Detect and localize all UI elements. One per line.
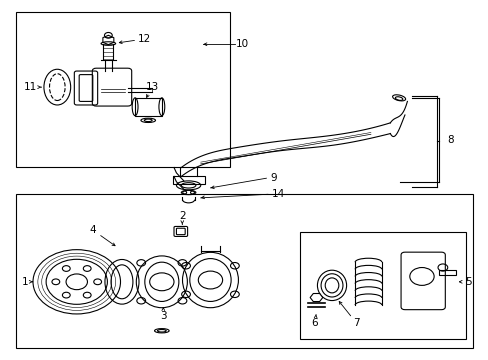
Bar: [438, 270, 455, 275]
Bar: [16, 12, 229, 167]
Text: 2: 2: [179, 211, 185, 221]
Text: 5: 5: [464, 277, 470, 287]
Polygon shape: [102, 35, 114, 45]
Text: 6: 6: [311, 318, 318, 328]
Text: 12: 12: [138, 34, 151, 44]
Bar: [300, 232, 465, 339]
Text: 10: 10: [235, 39, 248, 49]
Text: 4: 4: [89, 225, 96, 235]
Text: 13: 13: [145, 82, 159, 92]
Bar: [172, 176, 204, 184]
Text: 8: 8: [447, 135, 453, 145]
Bar: [135, 98, 162, 116]
Text: 3: 3: [160, 311, 166, 321]
Bar: [16, 194, 472, 348]
Text: 14: 14: [271, 189, 285, 199]
Text: 7: 7: [352, 318, 359, 328]
Text: 11: 11: [24, 82, 37, 92]
Text: 9: 9: [270, 173, 276, 183]
Text: 1: 1: [21, 277, 28, 287]
Polygon shape: [309, 293, 322, 302]
